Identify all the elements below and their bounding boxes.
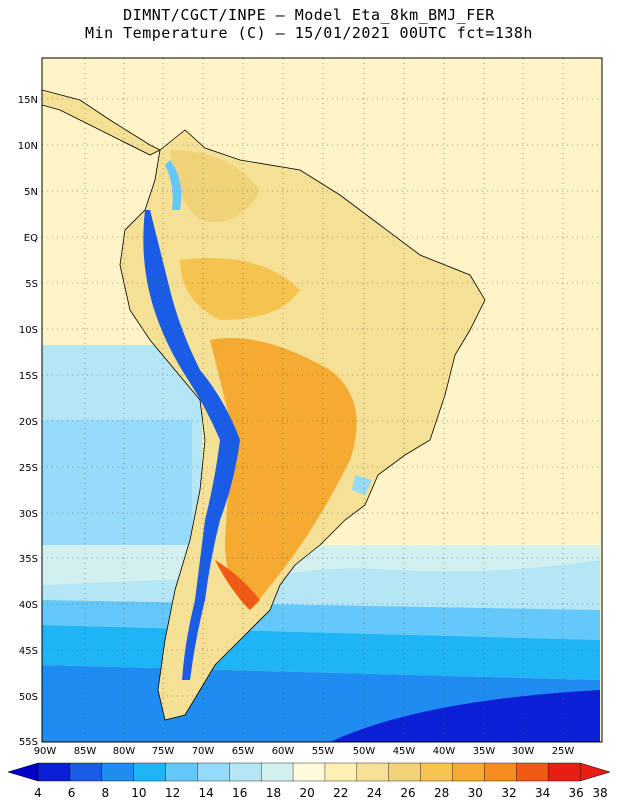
lon-label: 85W bbox=[74, 746, 97, 757]
chart-title-line1: DIMNT/CGCT/INPE – Model Eta_8km_BMJ_FER bbox=[123, 6, 495, 24]
southern-brazil-cool-spot bbox=[352, 475, 372, 495]
colorbar-label: 4 bbox=[34, 786, 42, 800]
hottest-region bbox=[215, 560, 260, 610]
colorbar-label: 8 bbox=[101, 786, 109, 800]
colorbar-label: 24 bbox=[367, 786, 382, 800]
colorbar-label: 16 bbox=[232, 786, 247, 800]
chart-title-line2: Min Temperature (C) – 15/01/2021 00UTC f… bbox=[85, 24, 533, 42]
lat-label: 40S bbox=[19, 600, 38, 611]
colorbar: 4 6 8 10 12 14 16 18 20 22 24 26 28 30 3… bbox=[7, 762, 611, 800]
colorbar-segment bbox=[420, 762, 454, 782]
warm-region-north bbox=[170, 150, 260, 222]
colorbar-segment bbox=[197, 762, 230, 782]
lon-label: 40W bbox=[433, 746, 456, 757]
lon-label: 80W bbox=[113, 746, 136, 757]
colorbar-segment bbox=[292, 762, 326, 782]
lon-label: 45W bbox=[393, 746, 416, 757]
colorbar-segment bbox=[324, 762, 358, 782]
central-america-land bbox=[42, 89, 161, 156]
lat-label: 50S bbox=[19, 692, 38, 703]
plot-frame bbox=[41, 57, 603, 743]
lat-label: 15S bbox=[19, 371, 38, 382]
lat-label: 15N bbox=[18, 95, 38, 106]
latitude-labels: 15N 10N 5N EQ 5S 10S 15S 20S 25S 30S 35S… bbox=[18, 95, 38, 748]
colorbar-label: 38 bbox=[592, 786, 607, 800]
colorbar-segment bbox=[229, 762, 262, 782]
lat-label: 5N bbox=[24, 187, 38, 198]
colorbar-segment bbox=[516, 762, 549, 782]
colorbar-label: 36 bbox=[569, 786, 584, 800]
andes-north-cold bbox=[165, 160, 182, 210]
colorbar-segment bbox=[101, 762, 135, 782]
colorbar-label: 32 bbox=[501, 786, 516, 800]
lat-lon-grid bbox=[42, 58, 602, 742]
ocean-coldest bbox=[330, 690, 600, 742]
lat-label: 25S bbox=[19, 463, 38, 474]
lon-label: 70W bbox=[192, 746, 215, 757]
colorbar-segment bbox=[69, 762, 103, 782]
lon-label: 55W bbox=[312, 746, 335, 757]
colorbar-label: 34 bbox=[535, 786, 550, 800]
colorbar-label: 20 bbox=[299, 786, 314, 800]
lat-label: 10S bbox=[19, 325, 38, 336]
lon-label: 50W bbox=[353, 746, 376, 757]
lat-label: 30S bbox=[19, 509, 38, 520]
colorbar-label: 12 bbox=[165, 786, 180, 800]
colorbar-label: 28 bbox=[434, 786, 449, 800]
colorbar-segment bbox=[37, 762, 71, 782]
colorbar-segment bbox=[260, 762, 294, 782]
lat-label: 35S bbox=[19, 554, 38, 565]
lat-label: 20S bbox=[19, 417, 38, 428]
hot-region-interior bbox=[210, 338, 357, 610]
colorbar-segment bbox=[133, 762, 167, 782]
colorbar-min-arrow bbox=[7, 762, 39, 782]
colorbar-label: 30 bbox=[468, 786, 483, 800]
colorbar-label: 22 bbox=[333, 786, 348, 800]
lon-label: 75W bbox=[152, 746, 175, 757]
warm-region-amazon bbox=[180, 258, 300, 320]
colorbar-segment bbox=[547, 762, 581, 782]
ocean-pacific-cooler bbox=[42, 420, 192, 560]
colorbar-label: 18 bbox=[266, 786, 281, 800]
lon-label: 35W bbox=[473, 746, 496, 757]
andes-cold-strip bbox=[143, 210, 240, 680]
lat-label: EQ bbox=[24, 233, 38, 244]
lon-label: 90W bbox=[34, 746, 57, 757]
longitude-labels: 90W 85W 80W 75W 70W 65W 60W 55W 50W 45W … bbox=[34, 746, 575, 757]
colorbar-label: 6 bbox=[68, 786, 76, 800]
colorbar-label: 10 bbox=[131, 786, 146, 800]
colorbar-label: 14 bbox=[199, 786, 214, 800]
colorbar-segment bbox=[356, 762, 390, 782]
colorbar-segment bbox=[165, 762, 199, 782]
colorbar-max-arrow bbox=[579, 762, 611, 782]
colorbar-segment bbox=[388, 762, 422, 782]
colorbar-segment bbox=[452, 762, 486, 782]
lon-label: 25W bbox=[552, 746, 575, 757]
lon-label: 30W bbox=[512, 746, 535, 757]
lat-label: 55S bbox=[19, 737, 38, 748]
colorbar-segment bbox=[484, 762, 517, 782]
lat-label: 45S bbox=[19, 646, 38, 657]
lon-label: 60W bbox=[272, 746, 295, 757]
lon-label: 65W bbox=[232, 746, 255, 757]
lat-label: 10N bbox=[18, 141, 38, 152]
colorbar-label: 26 bbox=[400, 786, 415, 800]
lat-label: 5S bbox=[25, 279, 38, 290]
